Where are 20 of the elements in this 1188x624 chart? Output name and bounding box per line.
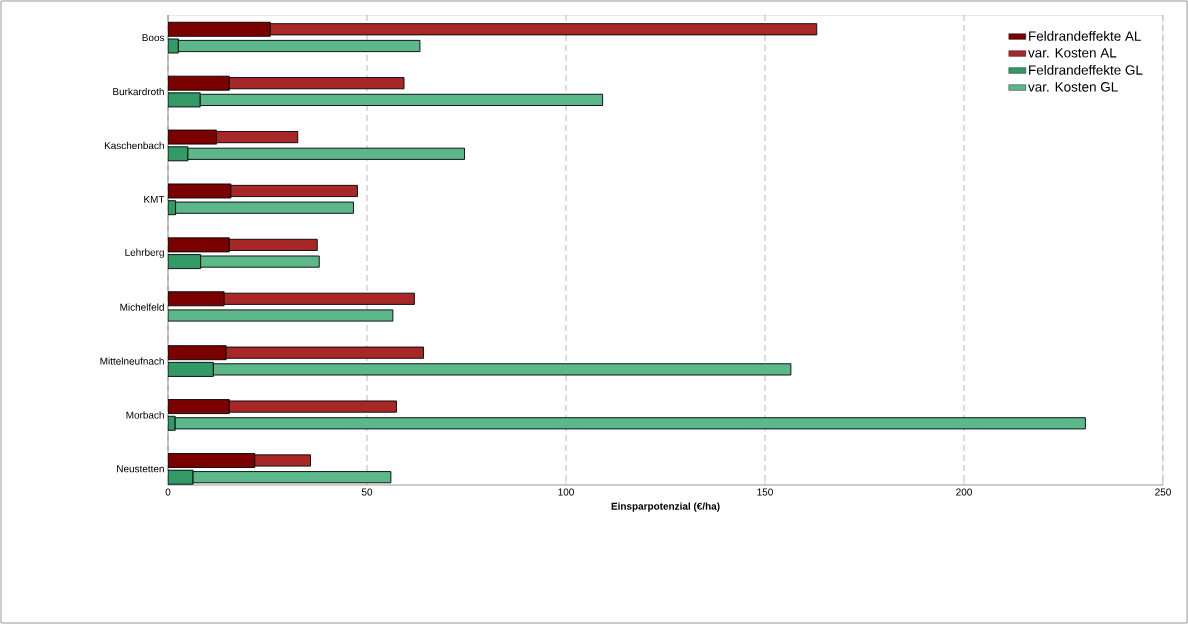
x-tick-label: 250 xyxy=(1155,488,1171,496)
x-axis-title: Einsparpotenzial (€/ha) xyxy=(611,502,720,512)
x-tick-label: 0 xyxy=(165,488,171,496)
x-tick-label: 100 xyxy=(558,488,574,496)
y-tick-label: Michelfeld xyxy=(120,303,164,311)
y-tick-label: KMT xyxy=(144,195,165,203)
legend-label: Feldrandeffekte GL xyxy=(1029,64,1143,75)
y-tick-label: Burkardroth xyxy=(113,87,164,96)
legend-label: var. Kosten AL xyxy=(1028,48,1117,58)
y-tick-label: Boos xyxy=(142,34,165,42)
legend-label: var. Kosten GL xyxy=(1028,82,1118,92)
y-tick-label: Lehrberg xyxy=(125,248,164,258)
y-tick-label: Kaschenbach xyxy=(104,141,164,150)
x-tick-label: 150 xyxy=(757,488,773,496)
legend-label: Feldrandeffekte AL xyxy=(1029,30,1141,41)
y-tick-label: Mittelneufnach xyxy=(100,357,164,365)
y-tick-label: Morbach xyxy=(126,411,164,419)
x-tick-label: 50 xyxy=(361,488,373,496)
y-tick-label: Neustetten xyxy=(117,465,164,473)
x-tick-label: 200 xyxy=(956,488,972,496)
